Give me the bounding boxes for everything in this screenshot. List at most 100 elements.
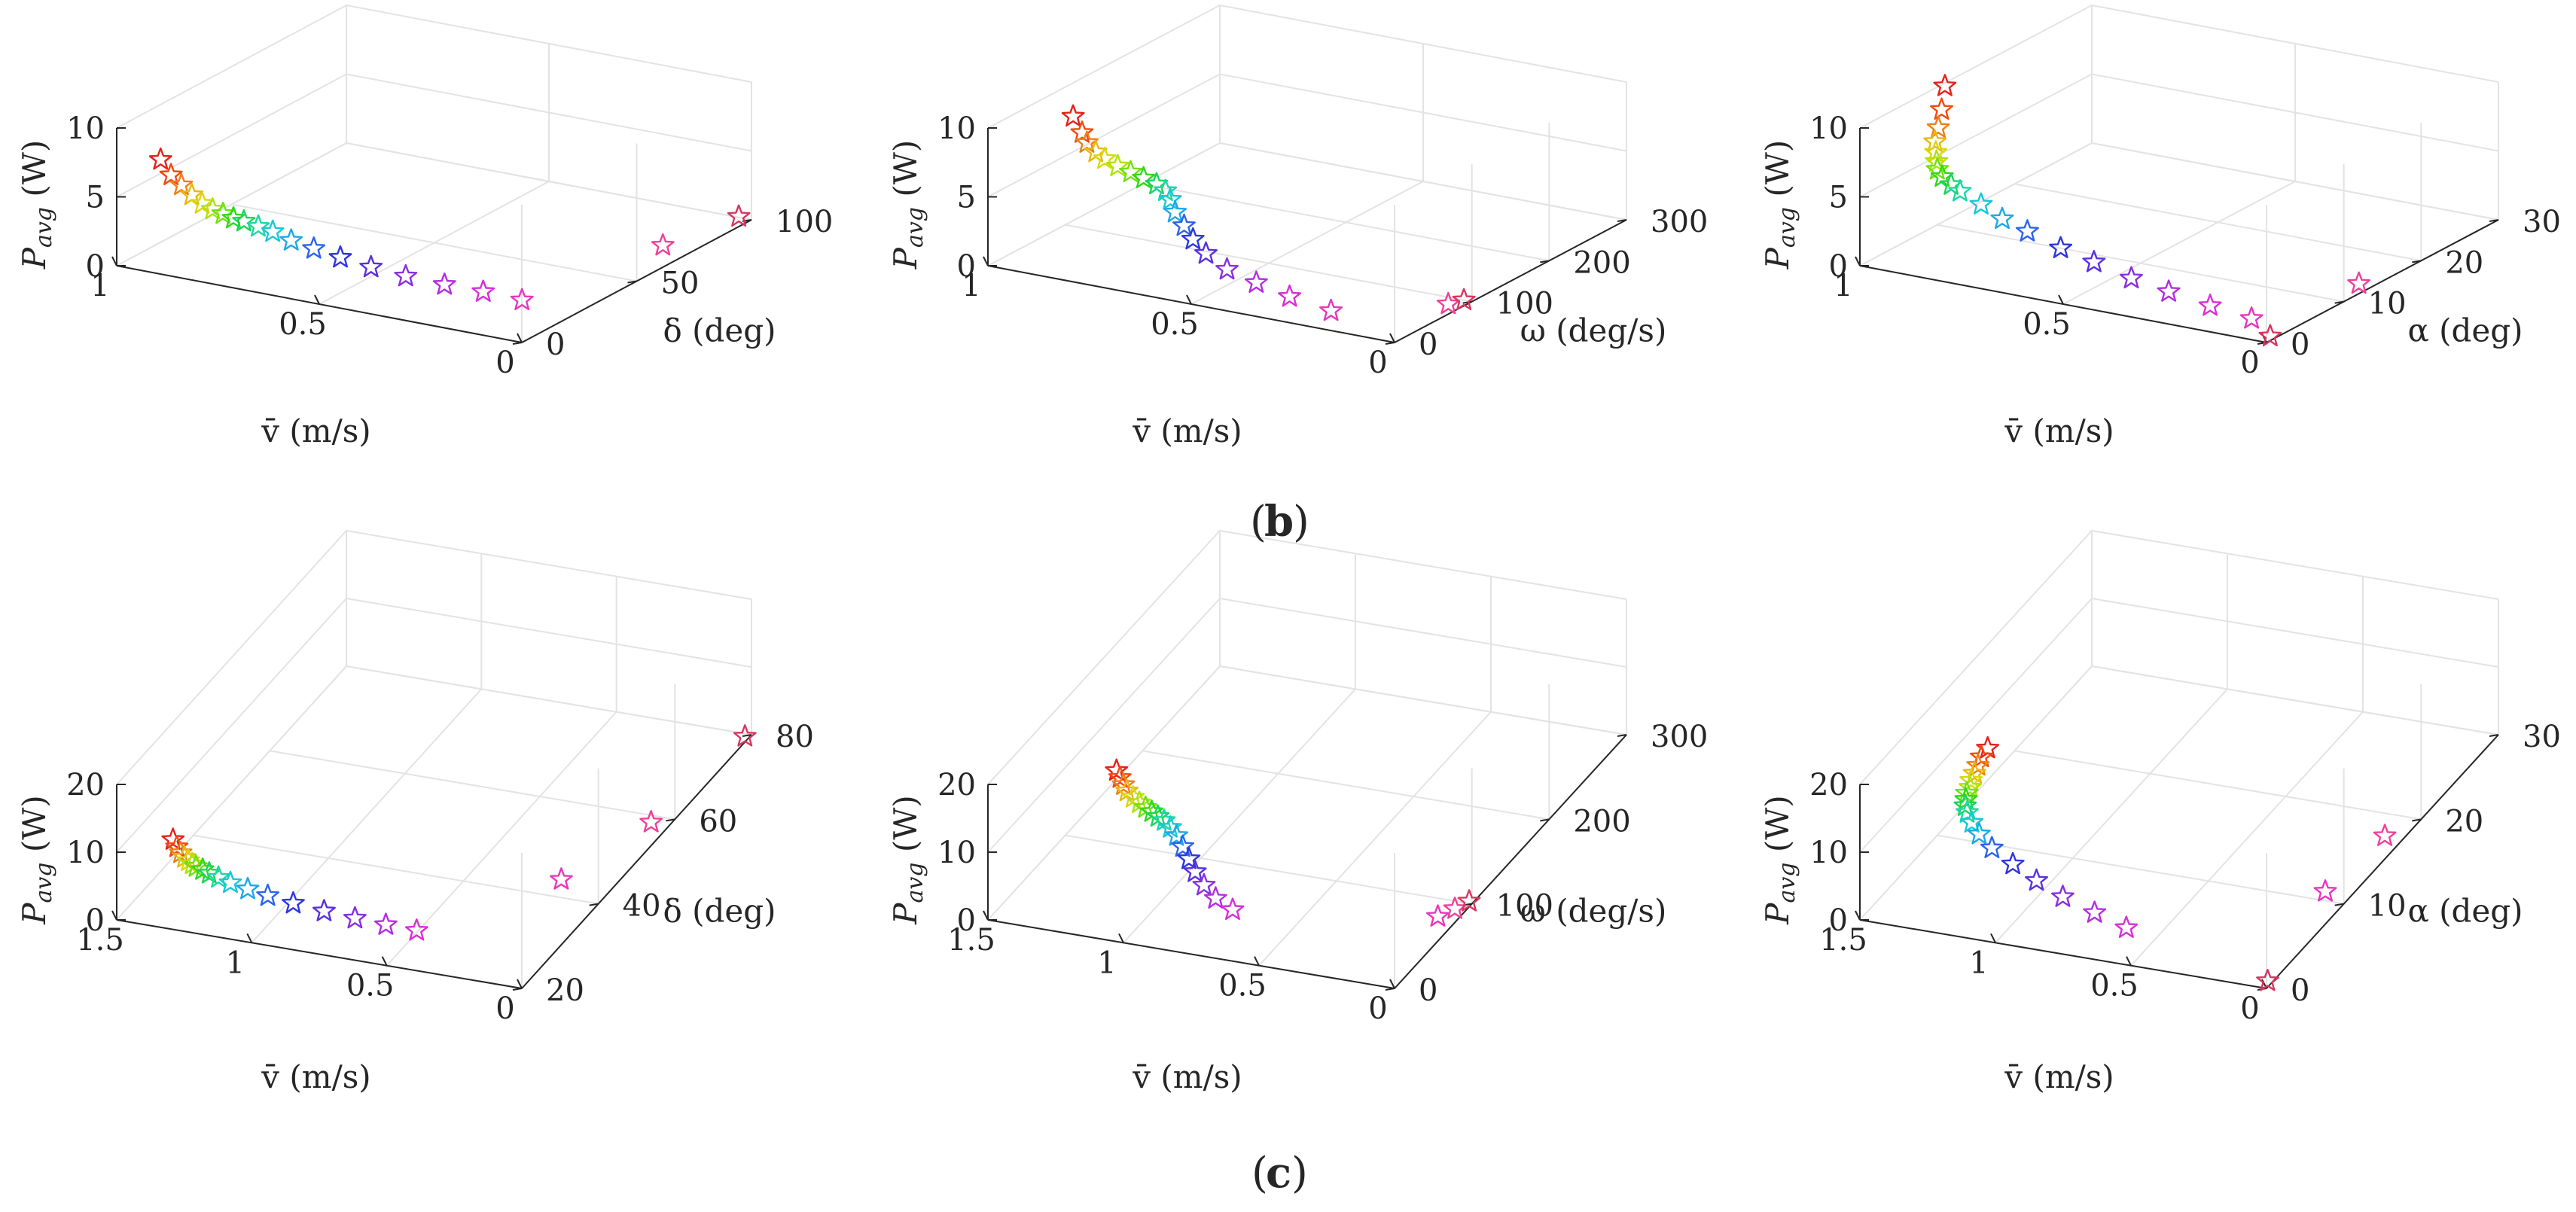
data-point-star <box>1436 291 1460 315</box>
y-axis-label: ω (deg/s) <box>1520 893 1667 930</box>
v-tick-mark <box>983 256 989 266</box>
v-tick-mark <box>1990 933 1996 943</box>
grid-line-z <box>987 142 1627 266</box>
data-point-star <box>471 279 495 302</box>
data-point-star <box>1132 166 1156 189</box>
v-tick-label: 0.5 <box>2023 307 2071 342</box>
figure-label-b-letter: b <box>1264 497 1294 547</box>
data-point-star <box>1158 187 1182 210</box>
v-tick-mark <box>111 910 117 921</box>
y-tick-mark <box>2334 903 2344 906</box>
grid-line-y <box>193 768 599 905</box>
v-tick-mark <box>983 910 989 921</box>
y-tick-label: 0 <box>2291 327 2309 362</box>
grid-line-y <box>1142 123 1550 262</box>
y-axis-line <box>2266 219 2499 343</box>
data-point-star <box>404 918 428 941</box>
z-tick-label: 5 <box>86 181 105 215</box>
data-point-star <box>1070 120 1094 143</box>
grid-line-z <box>987 665 1627 921</box>
z-tick-label: 10 <box>937 111 976 146</box>
grid-line-x <box>2266 599 2499 989</box>
data-point-star <box>1452 288 1476 310</box>
y-tick-mark <box>1540 260 1550 263</box>
grid-line-z <box>116 73 752 198</box>
y-axis-line <box>521 734 752 989</box>
grid-line-z <box>116 4 752 129</box>
data-point-star <box>2256 969 2279 991</box>
data-point-star <box>1926 115 1950 139</box>
v-tick-label: 1.5 <box>1819 923 1867 958</box>
v-tick-label: 1.5 <box>76 923 124 958</box>
data-point-star <box>232 209 256 232</box>
y-tick-mark <box>2489 734 2499 737</box>
grid-line-y <box>1142 684 1550 821</box>
v-axis-label: v̄ (m/s) <box>1132 413 1242 449</box>
data-point-star <box>1319 298 1343 321</box>
y-tick-label: 100 <box>1496 889 1553 924</box>
y-tick-mark <box>1617 219 1627 222</box>
grid-line-z <box>1859 73 2499 198</box>
data-point-star <box>1171 834 1195 857</box>
data-point-star <box>2313 879 2337 902</box>
data-point-star <box>161 827 185 850</box>
data-point-star <box>549 867 573 890</box>
z-tick-label: 20 <box>66 768 105 802</box>
grid-line-y <box>116 853 523 990</box>
grid-line-x <box>521 599 752 989</box>
v-tick-label: 1 <box>1097 946 1116 980</box>
y-tick-label: 100 <box>776 205 833 239</box>
v-tick-label: 0 <box>1368 346 1387 380</box>
grid-lines <box>116 4 752 344</box>
data-point-star <box>510 288 534 311</box>
v-tick-label: 1 <box>1969 946 1988 980</box>
grid-line-y <box>1065 163 1473 303</box>
y-axis-label: α (deg) <box>2407 312 2523 349</box>
v-tick-label: 0 <box>495 991 514 1026</box>
data-point-star <box>1969 192 1993 215</box>
data-point-star <box>1105 154 1129 177</box>
y-tick-label: 20 <box>546 973 584 1008</box>
data-point-star <box>2258 324 2282 347</box>
y-tick-mark <box>512 342 523 345</box>
z-axis-label-subscript: avg <box>1774 862 1800 903</box>
z-tick-label: 20 <box>1809 768 1848 802</box>
data-point-star <box>2120 266 2143 289</box>
grid-line-y <box>346 599 752 736</box>
z-tick-label: 0 <box>957 903 976 938</box>
y-tick-mark <box>742 734 752 737</box>
z-axis-label-symbol: P <box>887 247 924 270</box>
y-tick-mark <box>2412 260 2422 263</box>
v-tick-mark <box>1855 256 1861 266</box>
z-axis-label-subscript: avg <box>902 862 928 903</box>
data-point-star <box>1115 778 1139 802</box>
v-tick-label: 0.5 <box>1151 307 1199 342</box>
z-tick-label: 0 <box>957 249 976 284</box>
y-axis-label: δ (deg) <box>663 893 776 930</box>
data-point-star <box>282 891 305 914</box>
figure-label-c-close: ) <box>1291 1149 1308 1198</box>
v-tick-mark <box>381 956 388 967</box>
data-point-star <box>2198 294 2222 316</box>
z-tick-label: 10 <box>1809 111 1848 146</box>
y-tick-label: 200 <box>1573 245 1630 280</box>
grid-line-y <box>2014 123 2422 262</box>
data-point-star <box>1948 179 1972 202</box>
z-axis-label-symbol: P <box>16 903 53 925</box>
y-tick-mark <box>627 280 637 284</box>
v-tick-label: 1 <box>962 269 980 303</box>
v-axis-label: v̄ (m/s) <box>2004 1058 2114 1095</box>
y-tick-mark <box>589 903 599 906</box>
data-point-star <box>1203 886 1227 909</box>
chart-c1: 0 0.5 1 1.5 20 40 60 80 0 10 20 v̄ (m/s) δ (deg) Pavg… <box>16 529 814 1095</box>
data-point-star <box>1093 146 1117 169</box>
data-point-star <box>211 201 235 224</box>
v-axis-label: v̄ (m/s) <box>1132 1058 1242 1095</box>
z-axis-label: Pavg (W) <box>16 795 57 925</box>
z-axis-label-unit: (W) <box>887 140 924 207</box>
v-axis-line <box>1859 919 2267 989</box>
grid-line-x <box>1190 44 1424 305</box>
y-tick-label: 0 <box>1419 973 1437 1008</box>
grid-line-x <box>1258 576 1492 967</box>
v-axis-label: v̄ (m/s) <box>2004 413 2114 449</box>
